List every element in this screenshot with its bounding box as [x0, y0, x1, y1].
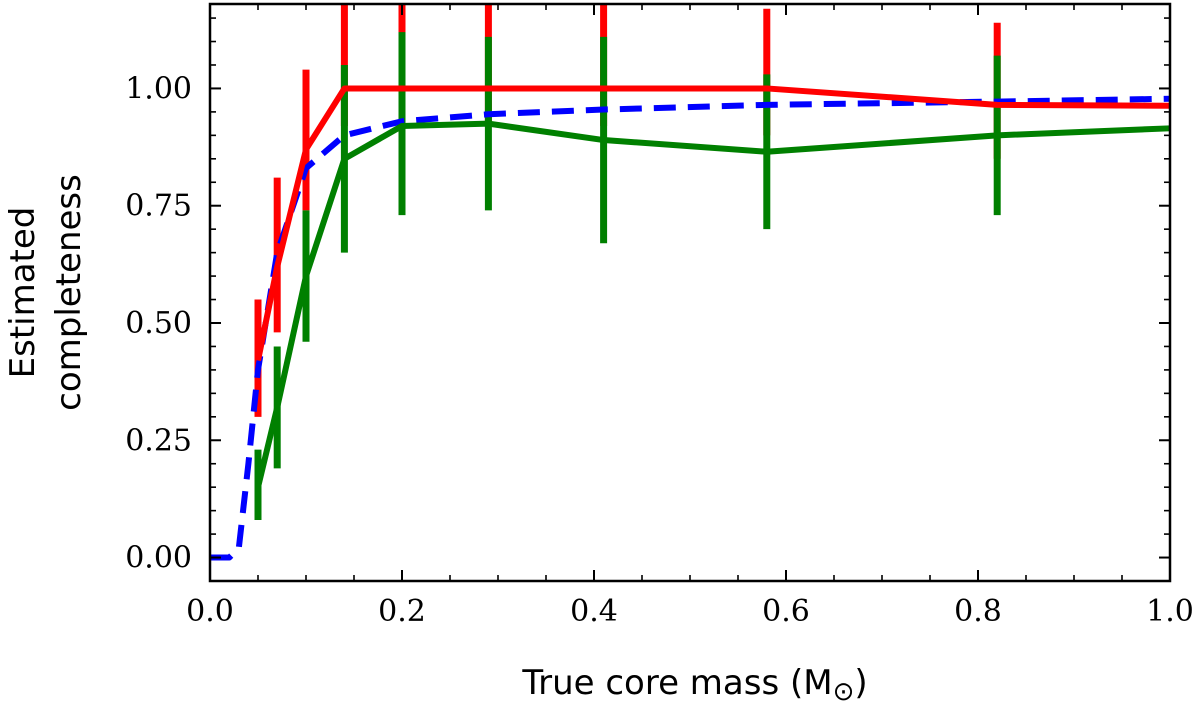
y-tick-label: 0.75: [125, 189, 192, 224]
x-tick-label: 0.8: [954, 594, 1002, 629]
x-tick-label: 0.6: [762, 594, 810, 629]
green-series-line: [255, 120, 1171, 488]
x-tick-label: 1.0: [1146, 594, 1194, 629]
x-axis-title-text: True core mass (M: [521, 663, 832, 703]
x-axis-title: True core mass (M⊙): [521, 663, 867, 706]
y-tick-label: 0.50: [125, 306, 192, 341]
x-tick-label: 0.2: [378, 594, 426, 629]
y-axis-title-line-1: Estimated: [3, 207, 43, 379]
red-series-line: [255, 85, 1171, 362]
x-tick-label: 0.0: [186, 594, 234, 629]
error-bars: [254, 4, 1001, 521]
x-axis-title-close: ): [854, 663, 867, 703]
y-axis-title-line-2: completeness: [49, 174, 89, 411]
tick-labels: 0.0 0.2 0.4 0.6 0.8 1.0 0.00 0.25 0.50 0.75 1.00: [125, 71, 1194, 629]
dashed-blue-series-line: [210, 95, 1171, 561]
ticks: [209, 4, 1171, 582]
y-tick-label: 0.00: [125, 541, 192, 576]
series-lines: [210, 85, 1171, 561]
solar-symbol: ⊙: [833, 677, 855, 706]
y-tick-label: 0.25: [125, 423, 192, 458]
x-tick-label: 0.4: [570, 594, 618, 629]
y-tick-label: 1.00: [125, 71, 192, 106]
